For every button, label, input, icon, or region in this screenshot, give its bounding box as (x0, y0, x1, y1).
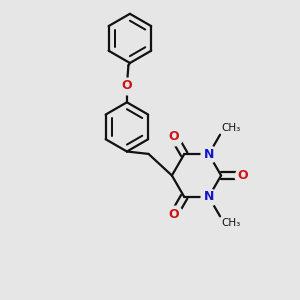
Text: O: O (237, 169, 248, 182)
Text: CH₃: CH₃ (221, 218, 241, 228)
Text: N: N (204, 148, 214, 161)
Text: O: O (122, 79, 132, 92)
Text: O: O (169, 208, 179, 221)
Text: CH₃: CH₃ (221, 123, 241, 133)
Text: N: N (204, 190, 214, 203)
Text: O: O (169, 130, 179, 143)
